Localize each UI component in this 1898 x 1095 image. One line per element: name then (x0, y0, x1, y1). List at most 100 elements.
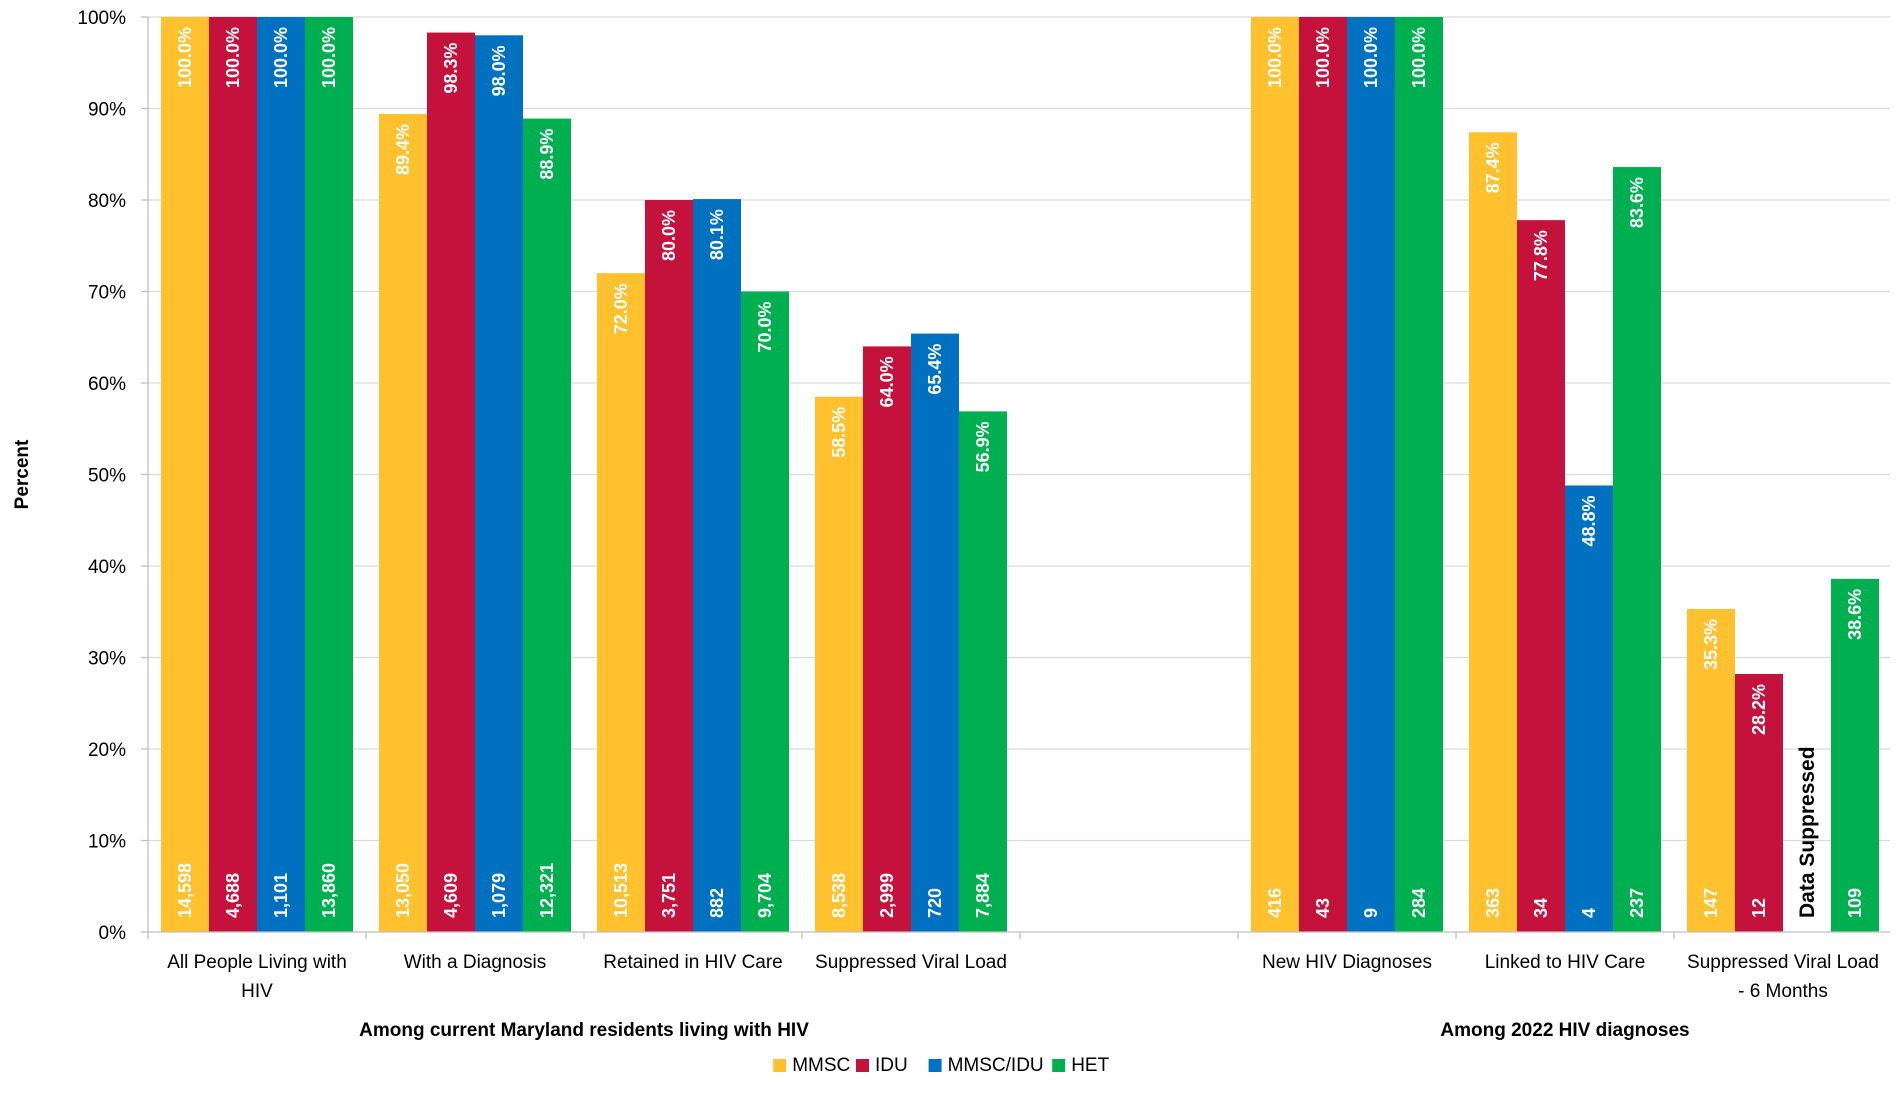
x-category-label: - 6 Months (1738, 981, 1828, 1002)
bar-mmsc-idu (693, 199, 741, 932)
y-tick-label: 40% (88, 557, 126, 578)
bar-percent-label: 100.0% (319, 27, 339, 88)
x-category-label: Retained in HIV Care (603, 952, 783, 973)
legend-swatch (928, 1059, 942, 1072)
bar-het (1613, 167, 1661, 932)
bar-count-label: 1,079 (489, 873, 509, 918)
bar-idu (1735, 673, 1783, 932)
bar-count-label: 7,884 (973, 873, 993, 918)
bar-mmsc-idu (1565, 485, 1613, 932)
bar-idu (863, 346, 911, 932)
bar-count-label: 4,688 (223, 873, 243, 918)
bar-percent-label: 100.0% (175, 27, 195, 88)
bar-percent-label: 100.0% (1313, 27, 1333, 88)
bar-count-label: 12,321 (537, 863, 557, 918)
y-tick-label: 100% (77, 8, 126, 29)
legend-swatch (773, 1059, 787, 1072)
y-tick-label: 60% (88, 374, 126, 395)
legend-swatch (1052, 1059, 1066, 1072)
y-tick-label: 30% (88, 649, 126, 670)
bar-count-label: 416 (1265, 888, 1285, 918)
y-tick-label: 50% (88, 466, 126, 487)
bar-percent-label: 80.1% (707, 209, 727, 260)
y-tick-label: 0% (99, 923, 127, 944)
bar-mmsc (1687, 609, 1735, 932)
bar-percent-label: 48.8% (1579, 495, 1599, 546)
bar-count-label: 9,704 (755, 873, 775, 918)
bar-count-label: 284 (1409, 888, 1429, 918)
legend-label: HET (1071, 1055, 1109, 1076)
bar-idu (427, 32, 475, 933)
bar-percent-label: 58.5% (829, 407, 849, 458)
legend-swatch (856, 1059, 869, 1072)
bar-percent-label: 88.9% (537, 129, 557, 180)
bar-het (959, 411, 1007, 932)
bar-het (1831, 578, 1879, 932)
bar-mmsc-idu (257, 17, 305, 932)
bar-count-label: 1,101 (271, 873, 291, 918)
bar-count-label: 43 (1313, 898, 1333, 918)
x-category-label: Suppressed Viral Load (815, 952, 1007, 973)
bar-mmsc-idu (475, 35, 523, 933)
bar-percent-label: 89.4% (393, 124, 413, 175)
bar-count-label: 109 (1845, 888, 1865, 918)
bar-count-label: 10,513 (611, 863, 631, 918)
bar-count-label: 363 (1483, 888, 1503, 918)
legend: MMSC IDU MMSC/IDU HET (773, 1055, 1110, 1076)
bar-percent-label: 100.0% (1409, 27, 1429, 88)
bar-het (1395, 17, 1443, 932)
bar-mmsc-idu (911, 333, 959, 933)
bar-idu (1299, 17, 1347, 932)
x-category-label: All People Living with (167, 952, 347, 973)
bar-count-label: 720 (925, 888, 945, 918)
bar-percent-label: 98.0% (489, 45, 509, 96)
y-tick-label: 20% (88, 740, 126, 761)
bar-count-label: 882 (707, 888, 727, 918)
data-suppressed-label: Data Suppressed (1796, 746, 1819, 918)
bar-percent-label: 98.3% (441, 43, 461, 94)
bar-het (523, 118, 571, 932)
x-category-label: New HIV Diagnoses (1262, 952, 1432, 973)
bar-count-label: 13,050 (393, 863, 413, 918)
x-category-label: Suppressed Viral Load (1687, 952, 1879, 973)
bar-percent-label: 100.0% (223, 27, 243, 88)
bar-count-label: 9 (1361, 908, 1381, 918)
bar-count-label: 12 (1749, 898, 1769, 918)
bar-count-label: 147 (1701, 888, 1721, 918)
bar-percent-label: 72.0% (611, 283, 631, 334)
bar-percent-label: 100.0% (271, 27, 291, 88)
x-category-label: HIV (241, 981, 273, 1002)
bar-percent-label: 100.0% (1361, 27, 1381, 88)
bar-percent-label: 100.0% (1265, 27, 1285, 88)
bar-count-label: 13,860 (319, 863, 339, 918)
bar-percent-label: 70.0% (755, 302, 775, 353)
y-axis-title: Percent (12, 439, 33, 509)
bars: 100.0% 14,598 100.0% 4,688 100.0% 1,101 100.0%… (161, 17, 1879, 933)
y-tick-label: 80% (88, 191, 126, 212)
bar-count-label: 8,538 (829, 873, 849, 918)
bar-percent-label: 87.4% (1483, 142, 1503, 193)
bar-percent-label: 28.2% (1749, 684, 1769, 735)
bar-het (741, 291, 789, 932)
bar-count-label: 3,751 (659, 873, 679, 918)
bar-percent-label: 65.4% (925, 344, 945, 395)
bar-count-label: 14,598 (175, 863, 195, 918)
x-category-label: Linked to HIV Care (1485, 952, 1646, 973)
bar-mmsc (1251, 17, 1299, 932)
bar-count-label: 34 (1531, 898, 1551, 918)
y-tick-label: 90% (88, 100, 126, 121)
bar-idu (1517, 220, 1565, 932)
y-tick-label: 70% (88, 283, 126, 304)
bar-percent-label: 83.6% (1627, 177, 1647, 228)
bar-percent-label: 64.0% (877, 356, 897, 407)
bar-count-label: 2,999 (877, 873, 897, 918)
legend-label: IDU (875, 1055, 908, 1076)
x-group-label: Among 2022 HIV diagnoses (1440, 1020, 1689, 1041)
bar-count-label: 4,609 (441, 873, 461, 918)
bar-idu (209, 17, 257, 932)
bar-mmsc (1469, 132, 1517, 933)
bar-percent-label: 38.6% (1845, 589, 1865, 640)
bar-mmsc-idu (1347, 17, 1395, 932)
bar-mmsc (161, 17, 209, 932)
